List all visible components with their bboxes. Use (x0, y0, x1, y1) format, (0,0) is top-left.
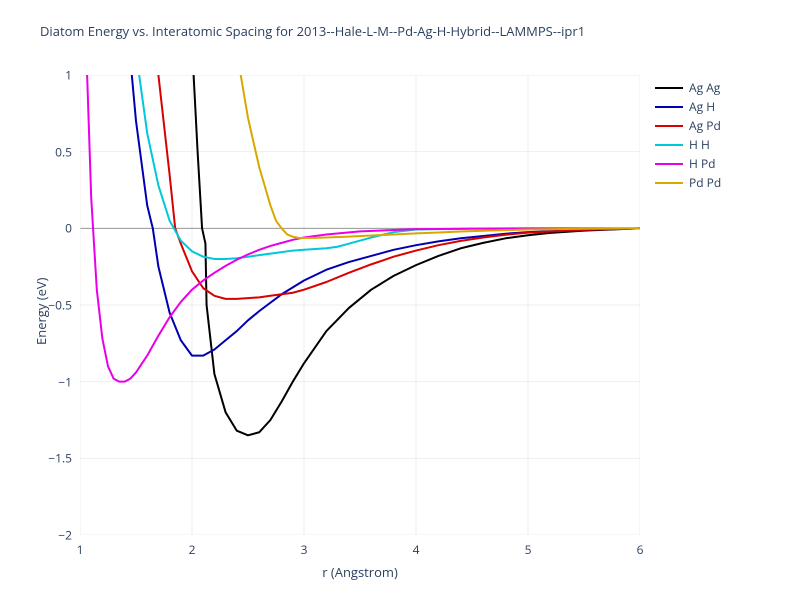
x-tick: 5 (525, 541, 532, 558)
x-tick: 3 (301, 541, 308, 558)
legend-swatch (655, 163, 683, 165)
series-line (80, 75, 640, 238)
legend-label: Pd Pd (689, 174, 721, 191)
legend-item[interactable]: H H (655, 135, 721, 154)
y-tick: 0.5 (55, 143, 72, 160)
legend-label: H H (689, 136, 710, 153)
legend-item[interactable]: Ag Pd (655, 116, 721, 135)
legend-label: Ag H (689, 98, 715, 115)
chart-container: Diatom Energy vs. Interatomic Spacing fo… (0, 0, 800, 600)
legend-item[interactable]: Pd Pd (655, 173, 721, 192)
x-axis-label: r (Angstrom) (322, 563, 398, 581)
legend-swatch (655, 182, 683, 184)
legend-item[interactable]: H Pd (655, 154, 721, 173)
y-tick: −1.5 (48, 450, 72, 467)
legend-swatch (655, 144, 683, 146)
y-tick: 1 (65, 67, 72, 84)
legend-swatch (655, 106, 683, 108)
x-tick: 6 (637, 541, 644, 558)
chart-legend: Ag Ag Ag H Ag Pd H H H Pd Pd Pd (655, 78, 721, 192)
legend-item[interactable]: Ag H (655, 97, 721, 116)
legend-label: H Pd (689, 155, 716, 172)
legend-item[interactable]: Ag Ag (655, 78, 721, 97)
y-tick: −2 (58, 527, 72, 544)
legend-swatch (655, 87, 683, 89)
chart-plot (80, 75, 640, 535)
legend-label: Ag Ag (689, 79, 720, 96)
legend-label: Ag Pd (689, 117, 721, 134)
y-tick: 0 (65, 220, 72, 237)
x-tick: 2 (189, 541, 196, 558)
x-tick: 1 (77, 541, 84, 558)
y-tick: −0.5 (48, 297, 72, 314)
chart-title: Diatom Energy vs. Interatomic Spacing fo… (40, 22, 585, 40)
y-tick: −1 (58, 373, 72, 390)
legend-swatch (655, 125, 683, 127)
x-tick: 4 (413, 541, 420, 558)
series-line (80, 75, 640, 299)
